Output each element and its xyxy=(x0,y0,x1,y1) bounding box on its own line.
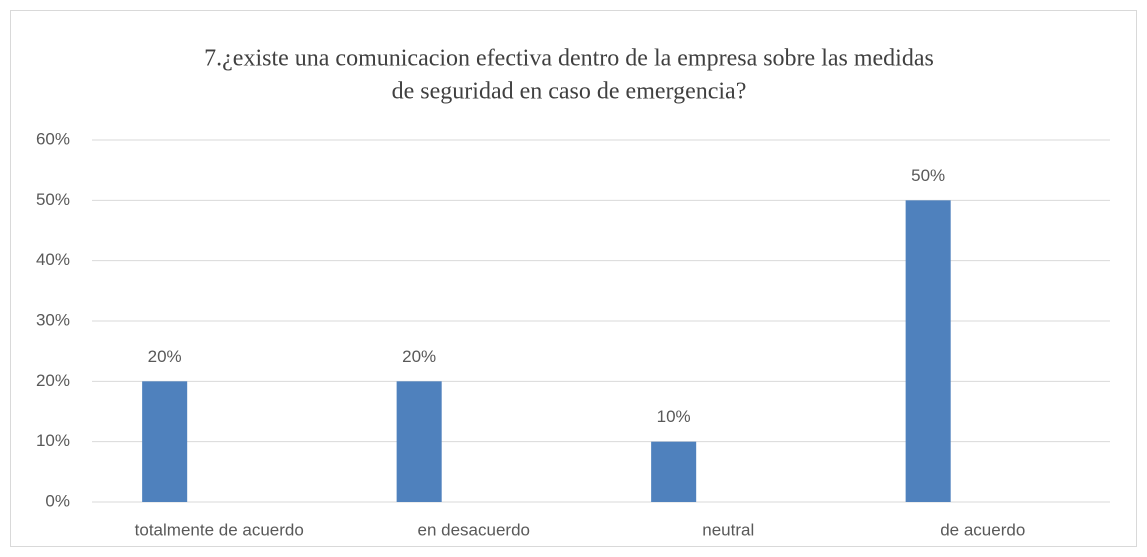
y-tick-label: 0% xyxy=(45,491,70,510)
y-tick-label: 20% xyxy=(36,371,70,390)
data-label: 10% xyxy=(657,407,691,426)
chart-title: de seguridad en caso de emergencia? xyxy=(392,79,747,105)
data-label: 20% xyxy=(148,347,182,366)
bar xyxy=(142,381,188,502)
y-tick-label: 10% xyxy=(36,431,70,450)
y-tick-label: 60% xyxy=(36,129,70,148)
y-tick-label: 30% xyxy=(36,310,70,329)
y-tick-label: 40% xyxy=(36,250,70,269)
x-tick-label: de acuerdo xyxy=(940,520,1025,539)
bar xyxy=(396,381,442,502)
data-label: 20% xyxy=(402,347,436,366)
x-tick-label: neutral xyxy=(702,520,754,539)
bar xyxy=(905,200,951,503)
x-tick-label: totalmente de acuerdo xyxy=(135,520,304,539)
bar xyxy=(651,441,697,502)
data-label: 50% xyxy=(911,166,945,185)
x-tick-label: en desacuerdo xyxy=(418,520,530,539)
chart-title: 7.¿existe una comunicacion efectiva dent… xyxy=(204,46,934,72)
y-tick-label: 50% xyxy=(36,190,70,209)
